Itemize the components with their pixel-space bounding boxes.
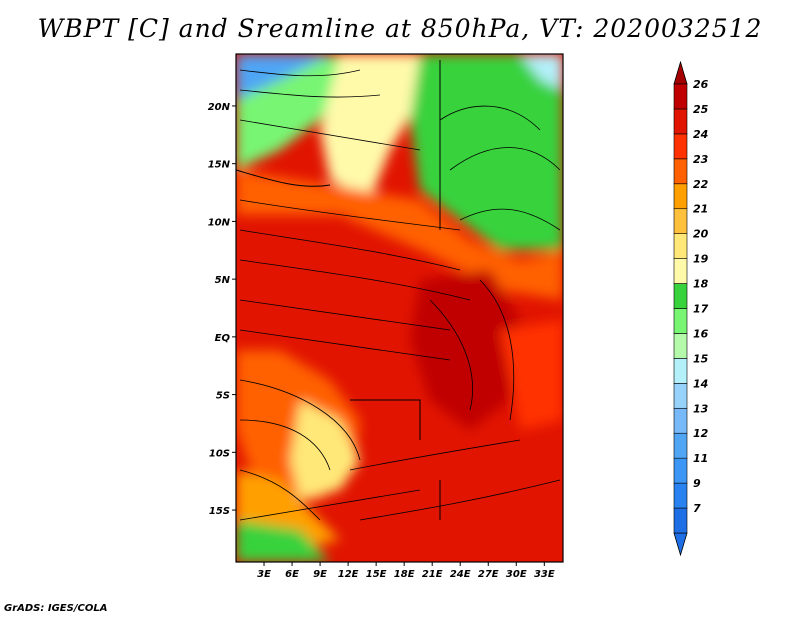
lat-tick-label: 5N	[215, 275, 231, 286]
colorbar-label: 25	[693, 103, 709, 116]
country-borders	[236, 60, 441, 520]
colorbar-label: 21	[693, 203, 708, 216]
colorbar-label: 17	[693, 303, 709, 316]
lat-tick-label: EQ	[215, 333, 231, 344]
lon-tick-label: 15E	[366, 569, 387, 580]
streamlines	[239, 69, 561, 521]
colorbar-label: 13	[693, 402, 709, 415]
lon-tick-label: 30E	[506, 569, 527, 580]
colorbar-label: 16	[693, 327, 709, 340]
colorbar-segment	[673, 108, 688, 135]
colorbar-label: 22	[693, 178, 709, 191]
lat-tick-label: 5S	[216, 391, 230, 402]
colorbar-segment	[673, 258, 688, 284]
latitude-axis: 20N 15N 10N 5N EQ 5S 10S 15S	[208, 102, 236, 517]
colorbar-segment	[673, 407, 688, 434]
lon-tick-label: 3E	[257, 569, 271, 580]
wbpt-shaded-field	[236, 54, 563, 562]
colorbar-label: 9	[693, 477, 701, 490]
colorbar-label: 20	[693, 228, 709, 241]
colorbar-segment	[673, 133, 688, 160]
colorbar-segment	[673, 507, 688, 534]
colorbar-segment	[673, 283, 688, 309]
colorbar-segment	[673, 183, 688, 210]
colorbar-segment	[673, 333, 688, 359]
colorbar-label: 15	[693, 352, 709, 365]
lon-tick-label: 12E	[338, 569, 359, 580]
lon-tick-label: 24E	[450, 569, 471, 580]
lon-tick-label: 9E	[313, 569, 327, 580]
lat-tick-label: 10N	[208, 217, 231, 228]
colorbar-label: 26	[693, 78, 709, 91]
longitude-axis: 3E 6E 9E 12E 15E 18E 21E 24E 27E 30E 33E	[257, 562, 555, 580]
colorbar-segment	[673, 482, 688, 509]
colorbar-label: 18	[693, 278, 709, 291]
colorbar-segment	[673, 233, 688, 259]
colorbar-segment	[673, 83, 688, 110]
colorbar-label: 7	[693, 502, 701, 515]
colorbar-segment	[673, 308, 688, 334]
colorbar-label: 24	[693, 128, 708, 141]
lon-tick-label: 18E	[394, 569, 415, 580]
colorbar-label: 14	[693, 377, 708, 390]
colorbar-top-triangle	[673, 60, 688, 85]
colorbar-segment	[673, 383, 688, 409]
colorbar-label: 11	[693, 452, 708, 465]
colorbar-segment	[673, 358, 688, 384]
colorbar-label: 19	[693, 253, 709, 266]
map-title: WBPT [C] and Sreamline at 850hPa, VT: 20…	[37, 14, 763, 43]
lat-tick-label: 15N	[208, 160, 231, 171]
grads-credit: GrADS: IGES/COLA	[4, 603, 108, 614]
colorbar-label: 12	[693, 427, 709, 440]
colorbar-segment	[673, 158, 688, 185]
colorbar-segment	[673, 432, 688, 459]
lon-tick-label: 6E	[285, 569, 299, 580]
map-frame	[235, 53, 564, 563]
colorbar-bottom-triangle	[673, 532, 688, 557]
lon-tick-label: 33E	[534, 569, 555, 580]
lon-tick-label: 27E	[478, 569, 499, 580]
colorbar-segment	[673, 457, 688, 484]
lat-tick-label: 15S	[209, 506, 230, 517]
colorbar-segment	[673, 208, 688, 234]
colorbar-label: 23	[693, 153, 709, 166]
lat-tick-label: 10S	[209, 448, 230, 459]
lon-tick-label: 21E	[422, 569, 443, 580]
colorbar: 7 9 11 12 13 14 15 16 17 18 19 20 21 22 23 24 25 26	[673, 60, 709, 557]
lat-tick-label: 20N	[208, 102, 231, 113]
